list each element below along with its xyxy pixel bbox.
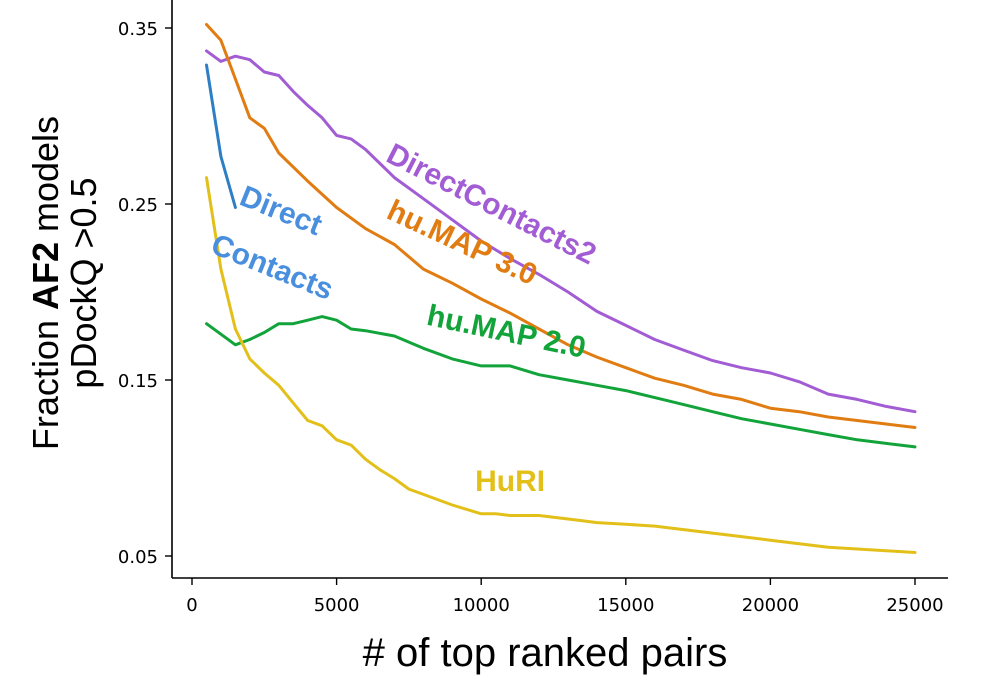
x-tick-label: 5000 — [314, 595, 360, 616]
x-tick-label: 20000 — [742, 595, 799, 616]
series-line-directcontacts2 — [205, 49, 917, 414]
y-tick-label: 0.15 — [118, 371, 158, 392]
y-axis-title-line2: pDockQ >0.5 — [63, 177, 104, 388]
series-line-huri — [205, 176, 917, 554]
series-line-hu-map-2-0 — [205, 315, 917, 449]
x-tick-label: 10000 — [453, 595, 510, 616]
x-axis-title: # of top ranked pairs — [363, 631, 728, 675]
y-axis-title-line1: Fraction AF2 models — [25, 116, 66, 450]
y-tick-label: 0.25 — [118, 195, 158, 216]
x-tick-label: 0 — [186, 595, 197, 616]
axes: 0.05 0.15 0.25 0.35 0 5000 10000 15000 20000 2500… — [118, 0, 948, 616]
series-label-huri: HuRI — [475, 465, 545, 498]
x-tick-label: 25000 — [886, 595, 943, 616]
series-line-hu-map-3-0 — [205, 23, 917, 429]
y-axis-title: Fraction AF2 models pDockQ >0.5 — [25, 116, 104, 450]
y-tick-label: 0.35 — [118, 19, 158, 40]
x-tick-label: 15000 — [597, 595, 654, 616]
series-layer — [205, 23, 917, 554]
y-tick-label: 0.05 — [118, 547, 158, 568]
series-line-direct-contacts — [205, 63, 237, 209]
series-label-direct: Direct — [235, 180, 326, 242]
series-label-hu-map-2-0: hu.MAP 2.0 — [424, 299, 588, 365]
